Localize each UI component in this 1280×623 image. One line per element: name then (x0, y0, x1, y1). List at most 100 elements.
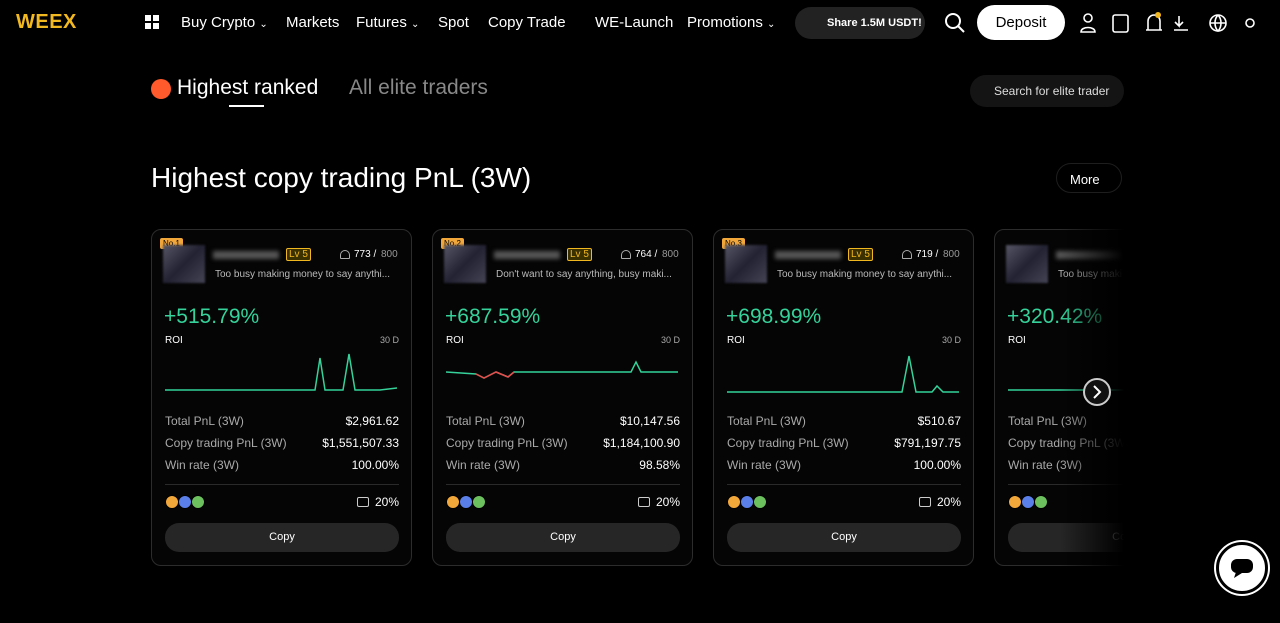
profit-share: 20% (655, 495, 680, 509)
sparkline (165, 353, 398, 391)
stat-value: 100.00% (351, 458, 399, 472)
promo-badge[interactable]: Share 1.5M USDT! (795, 7, 925, 39)
stat-label: Win rate (3W) (165, 458, 240, 472)
share-icon (357, 497, 369, 507)
nav-item[interactable]: Spot (438, 14, 469, 31)
avatar (444, 245, 486, 283)
followers-icon (902, 250, 912, 259)
tab-underline (229, 105, 264, 107)
roi-label: ROI (446, 335, 464, 346)
next-arrow[interactable] (1082, 377, 1112, 407)
level-badge: Lv 5 (286, 248, 311, 261)
coin-icon (165, 495, 179, 509)
sparkline (1008, 389, 1124, 391)
chat-button[interactable] (1216, 542, 1268, 594)
bio: Too busy making money to say anythi... (777, 269, 953, 280)
pnl-chart (445, 350, 678, 405)
stat-value: 100.00% (913, 458, 961, 472)
followers: 764 / (635, 249, 658, 260)
rank-badge: No.1 (160, 238, 183, 249)
period: 30 D (941, 335, 961, 345)
nav-item[interactable]: Markets (286, 14, 340, 31)
roi: +687.59% (445, 305, 541, 328)
nav-item[interactable]: Copy Trade (488, 14, 566, 31)
nav-item[interactable]: Promotions ⌄ (687, 14, 776, 31)
stat-value: $791,197.75 (894, 436, 961, 450)
copy-button[interactable]: Copy (727, 523, 961, 552)
coin-icon (1034, 495, 1048, 509)
period: 30 D (660, 335, 680, 345)
pnl-chart (1008, 350, 1124, 405)
tab-active[interactable]: Highest ranked (177, 76, 319, 99)
coin-icon (1008, 495, 1022, 509)
avatar (1006, 245, 1048, 283)
profit-share: 20% (936, 495, 961, 509)
coin-icon (446, 495, 460, 509)
rank-badge: No.3 (722, 238, 745, 249)
pnl-chart (727, 350, 959, 405)
coin-icon (178, 495, 192, 509)
followers-icon (621, 250, 631, 259)
avatar (725, 245, 767, 283)
share-icon (638, 497, 650, 507)
coin-icon (740, 495, 754, 509)
trader-name-blurred (494, 251, 560, 259)
pnl-chart (165, 350, 398, 405)
trader-card: No.1 Lv 5 773 / 800 Too busy making money to… (151, 229, 412, 566)
copy-button[interactable]: Copy (165, 523, 399, 552)
share-icon (919, 497, 931, 507)
stat-label: Total PnL (3W) (446, 414, 525, 428)
search-icon[interactable] (945, 13, 965, 33)
profit-share: 20% (374, 495, 399, 509)
followers-icon (340, 250, 350, 259)
bio: Don't want to say anything, busy maki... (496, 269, 672, 280)
chat-icon (1231, 559, 1253, 578)
deposit-button[interactable]: Deposit (977, 5, 1065, 40)
stat-value: $2,961.62 (345, 414, 399, 428)
stat-label: Win rate (3W) (727, 458, 802, 472)
coin-icon (459, 495, 473, 509)
divider (165, 484, 399, 485)
coin-icon (191, 495, 205, 509)
period: 30 D (379, 335, 399, 345)
more-button[interactable]: More (1056, 163, 1122, 193)
stat-label: Copy trading PnL (3W) (165, 436, 287, 450)
divider (727, 484, 961, 485)
fire-icon (151, 79, 171, 99)
stat-value: $510.67 (917, 414, 961, 428)
search-input[interactable]: Search for elite trader (970, 75, 1124, 107)
rank-badge: No.2 (441, 238, 464, 249)
divider (446, 484, 680, 485)
coin-icon (1021, 495, 1035, 509)
nav-item[interactable]: Futures ⌄ (356, 14, 420, 31)
bio: Too busy making money to say anythi... (215, 269, 391, 280)
tab[interactable]: All elite traders (349, 76, 488, 99)
stat-label: Total PnL (3W) (165, 414, 244, 428)
roi-label: ROI (1008, 335, 1026, 346)
copy-button[interactable]: Copy (446, 523, 680, 552)
capacity: 800 (662, 249, 679, 260)
trader-card: No.2 Lv 5 764 / 800 Don't want to say anythi… (432, 229, 693, 566)
coin-icon (727, 495, 741, 509)
stat-value: $1,551,507.33 (322, 436, 399, 450)
stat-label: Total PnL (3W) (727, 414, 806, 428)
trader-name-blurred (213, 251, 279, 259)
roi-label: ROI (727, 335, 745, 346)
card-carousel: No.1 Lv 5 773 / 800 Too busy making money to… (151, 229, 1124, 566)
trader-name-blurred (775, 251, 841, 259)
nav-icons[interactable] (1078, 12, 1263, 34)
navbar: WEEX Buy Crypto ⌄ Markets Futures ⌄ Spot Cop… (0, 0, 1280, 46)
stat-label: Copy trading PnL (3W) (727, 436, 849, 450)
nav-item[interactable]: Buy Crypto ⌄ (181, 14, 268, 31)
trader-card: No.3 Lv 5 719 / 800 Too busy making money to… (713, 229, 974, 566)
sparkline (727, 355, 959, 393)
nav-item[interactable]: WE-Launch (595, 14, 674, 31)
sparkline (445, 360, 678, 379)
coin-icon (472, 495, 486, 509)
stat-label: Copy trading PnL (3W) (446, 436, 568, 450)
logo[interactable]: WEEX (16, 11, 77, 33)
stat-value: $1,184,100.90 (603, 436, 680, 450)
apps-icon[interactable] (145, 15, 159, 29)
followers: 773 / (354, 249, 377, 260)
